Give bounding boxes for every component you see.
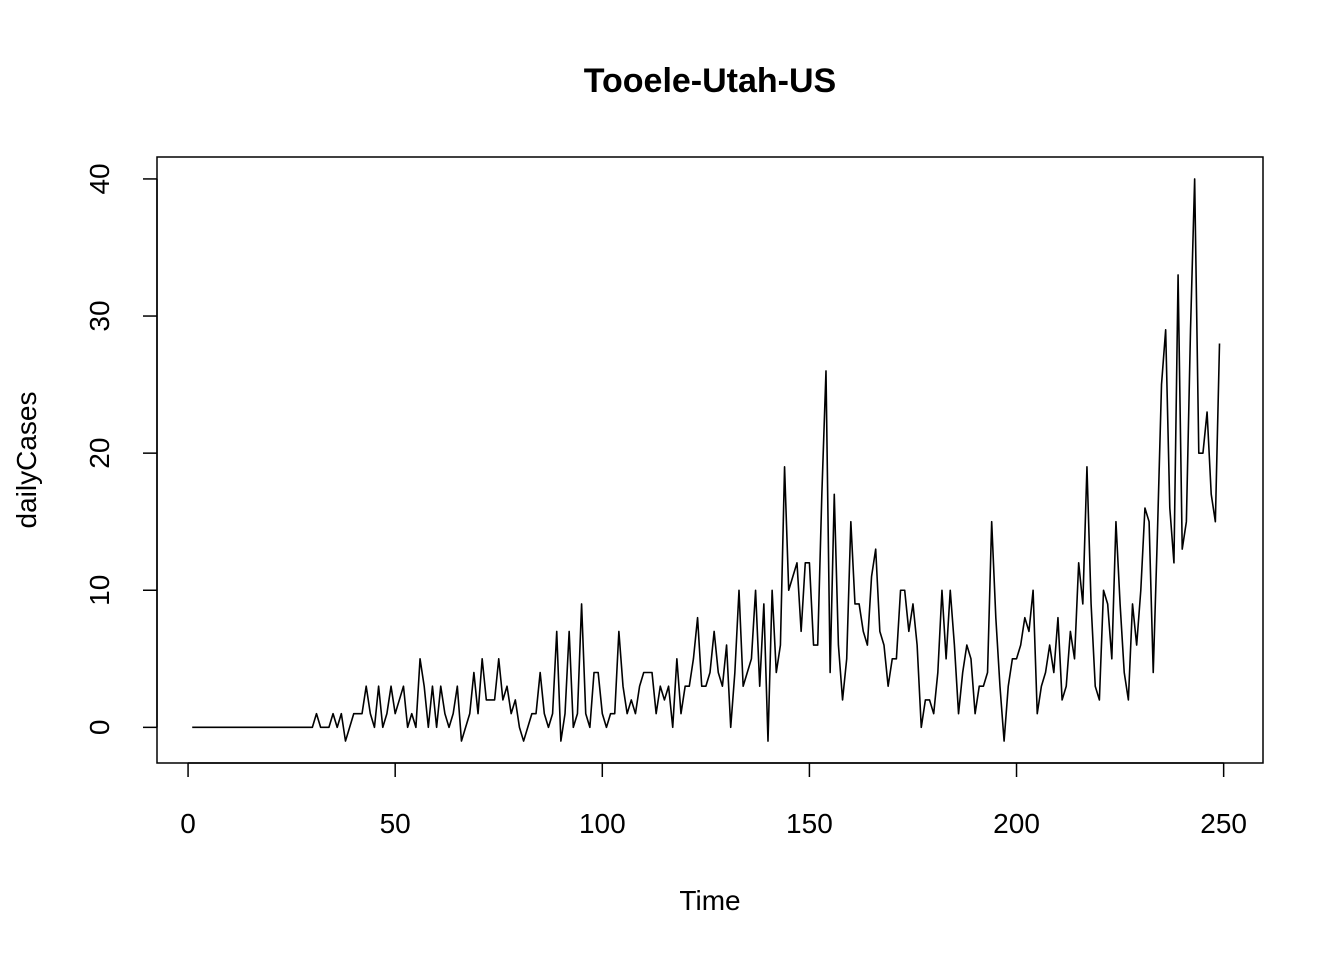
y-tick-label: 40	[84, 163, 115, 194]
y-tick-label: 30	[84, 300, 115, 331]
x-axis-label: Time	[679, 885, 740, 916]
x-tick-label: 150	[786, 808, 833, 839]
x-tick-label: 250	[1200, 808, 1247, 839]
y-tick-label: 20	[84, 438, 115, 469]
y-tick-label: 0	[84, 720, 115, 736]
chart-title: Tooele-Utah-US	[584, 62, 836, 100]
y-tick-label: 10	[84, 575, 115, 606]
x-tick-label: 200	[993, 808, 1040, 839]
x-tick-label: 50	[380, 808, 411, 839]
x-tick-label: 0	[180, 808, 196, 839]
y-axis-label: dailyCases	[11, 392, 42, 529]
x-tick-label: 100	[579, 808, 626, 839]
